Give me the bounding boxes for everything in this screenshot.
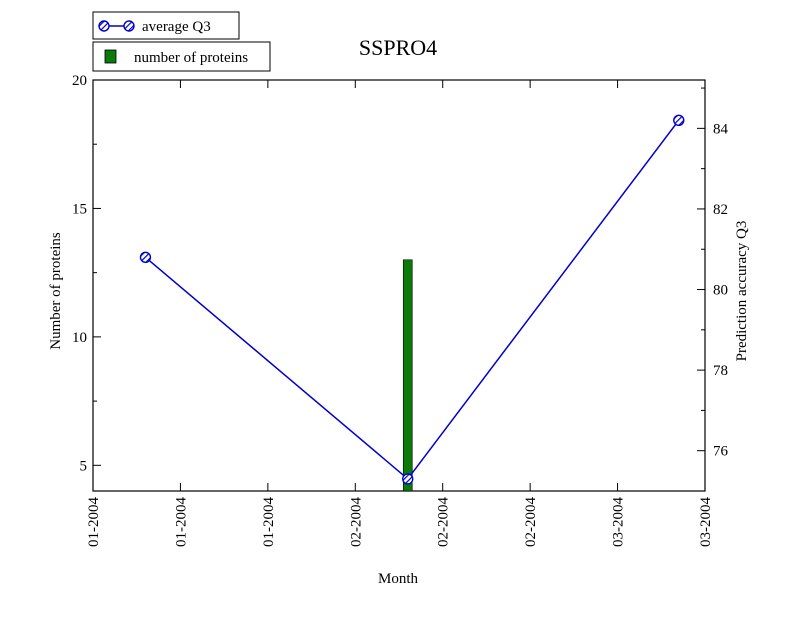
y-right-tick-label: 80 xyxy=(713,283,728,299)
legend-bar-swatch xyxy=(104,49,117,64)
legend-label-line: average Q3 xyxy=(142,19,211,35)
legend-marker-right xyxy=(123,20,135,32)
legend: average Q3 number of proteins xyxy=(92,11,271,72)
x-tick-label: 02-2004 xyxy=(348,497,364,547)
x-tick-label: 03-2004 xyxy=(611,497,627,547)
y-left-tick-label: 15 xyxy=(72,201,87,217)
chart-title: SSPRO4 xyxy=(359,35,437,60)
y-left-tick-label: 20 xyxy=(72,73,87,89)
x-tick-label: 02-2004 xyxy=(436,497,452,547)
x-tick-label: 01-2004 xyxy=(173,497,189,547)
axis-ticks: 01-2004 01-2004 01-2004 02-2004 02-2004 02-20… xyxy=(72,73,729,547)
bar-series xyxy=(402,259,413,492)
x-tick-label: 01-2004 xyxy=(86,497,102,547)
y-right-tick-label: 84 xyxy=(713,121,729,137)
y-right-axis-title: Prediction accuracy Q3 xyxy=(734,221,750,362)
legend-box-bar xyxy=(92,41,271,72)
y-left-tick-label: 10 xyxy=(72,330,87,346)
x-tick-label: 02-2004 xyxy=(523,497,539,547)
line-point xyxy=(402,473,414,485)
legend-label-bar: number of proteins xyxy=(134,50,248,66)
y-right-tick-label: 78 xyxy=(713,363,728,379)
y-right-tick-label: 76 xyxy=(713,444,729,460)
x-tick-label: 03-2004 xyxy=(698,497,714,547)
line-markers xyxy=(139,114,685,485)
bar xyxy=(402,259,413,492)
y-left-tick-label: 5 xyxy=(80,458,88,474)
line-point xyxy=(139,251,152,263)
plot-frame xyxy=(92,79,706,492)
x-tick-label: 01-2004 xyxy=(261,497,277,547)
x-axis-title: Month xyxy=(378,571,419,587)
y-right-tick-label: 82 xyxy=(713,202,728,218)
line-point xyxy=(673,114,685,126)
legend-marker-left xyxy=(98,20,110,32)
y-left-axis-title: Number of proteins xyxy=(48,232,64,350)
